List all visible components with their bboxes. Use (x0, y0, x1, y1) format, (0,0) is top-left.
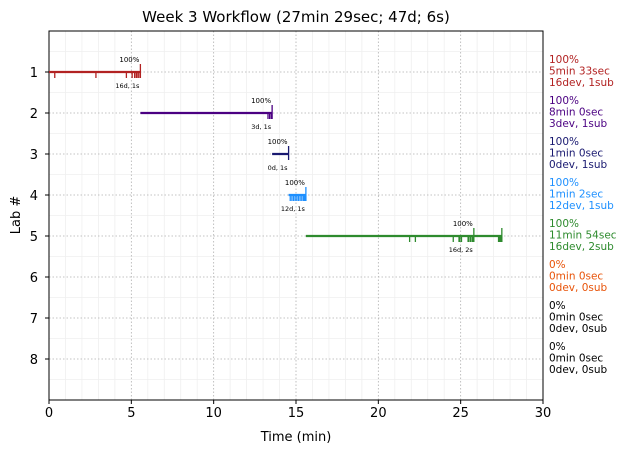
y-axis-label: Lab # (9, 196, 24, 235)
lab-4-ds-label: 12d, 1s (281, 205, 306, 213)
lab-8-summary-line: 0dev, 0sub (549, 364, 608, 376)
chart-title: Week 3 Workflow (27min 29sec; 47d; 6s) (142, 8, 450, 26)
lab-6-summary-line: 0dev, 0sub (549, 282, 608, 294)
y-tick-label: 1 (30, 66, 38, 81)
x-tick-label: 30 (535, 406, 552, 421)
x-tick-label: 20 (370, 406, 387, 421)
lab-7-summary-line: 0dev, 0sub (549, 323, 608, 335)
lab-5-pct-label: 100% (453, 220, 473, 228)
lab-2-summary-line: 3dev, 1sub (549, 118, 608, 130)
x-axis: 0 5 10 15 20 25 30 (45, 400, 551, 421)
grid (49, 31, 543, 400)
lab-3-pct-label: 100% (268, 138, 288, 146)
y-axis: 1 2 3 4 5 6 7 8 (30, 66, 49, 368)
lab-4-pct-label: 100% (285, 179, 305, 187)
lab-7-summary-line: 0min 0sec (549, 312, 603, 324)
lab-3-summary-line: 0dev, 1sub (549, 159, 608, 171)
x-axis-label: Time (min) (260, 430, 332, 445)
y-tick-label: 8 (30, 353, 38, 368)
x-tick-label: 5 (127, 406, 135, 421)
y-tick-label: 5 (30, 230, 38, 245)
lab-2-summary-line: 100% (549, 95, 579, 107)
x-tick-label: 25 (452, 406, 469, 421)
lab-1-ds-label: 16d, 1s (115, 82, 140, 90)
lab-1-summary-line: 16dev, 1sub (549, 77, 614, 89)
y-tick-label: 2 (30, 107, 38, 122)
lab-2-pct-label: 100% (251, 97, 271, 105)
y-tick-label: 7 (30, 312, 38, 327)
x-tick-label: 0 (45, 406, 53, 421)
y-tick-label: 3 (30, 148, 38, 163)
lab-4-summary-line: 12dev, 1sub (549, 200, 614, 212)
lab-6-summary-line: 0min 0sec (549, 271, 603, 283)
lab-8-summary-line: 0min 0sec (549, 353, 603, 365)
lab-6-summary-line: 0% (549, 259, 566, 271)
x-tick-label: 10 (205, 406, 222, 421)
lab-2-summary-line: 8min 0sec (549, 107, 603, 119)
lab-1-pct-label: 100% (119, 56, 139, 64)
y-tick-label: 4 (30, 189, 38, 204)
lab-4-summary-line: 1min 2sec (549, 189, 603, 201)
lab-1-summary-line: 5min 33sec (549, 66, 610, 78)
lab-3-ds-label: 0d, 1s (268, 164, 289, 172)
y-tick-label: 6 (30, 271, 38, 286)
lab-5-ds-label: 16d, 2s (449, 246, 474, 254)
lab-3-summary-line: 100% (549, 136, 579, 148)
lab-4-summary-line: 100% (549, 177, 579, 189)
lab-8-summary-line: 0% (549, 341, 566, 353)
x-tick-label: 15 (288, 406, 305, 421)
series-layer: 100% 16d, 1s 100% 3d, 1s 100% 0d, 1s 100% 12d, … (49, 56, 503, 254)
lab-5-summary-line: 16dev, 2sub (549, 241, 614, 253)
lab-2-ds-label: 3d, 1s (251, 123, 272, 131)
lab-3-summary-line: 1min 0sec (549, 148, 603, 160)
lab-5-summary-line: 11min 54sec (549, 230, 617, 242)
lab-1-summary-line: 100% (549, 54, 579, 66)
lab-7-summary-line: 0% (549, 300, 566, 312)
lab-5-summary-line: 100% (549, 218, 579, 230)
